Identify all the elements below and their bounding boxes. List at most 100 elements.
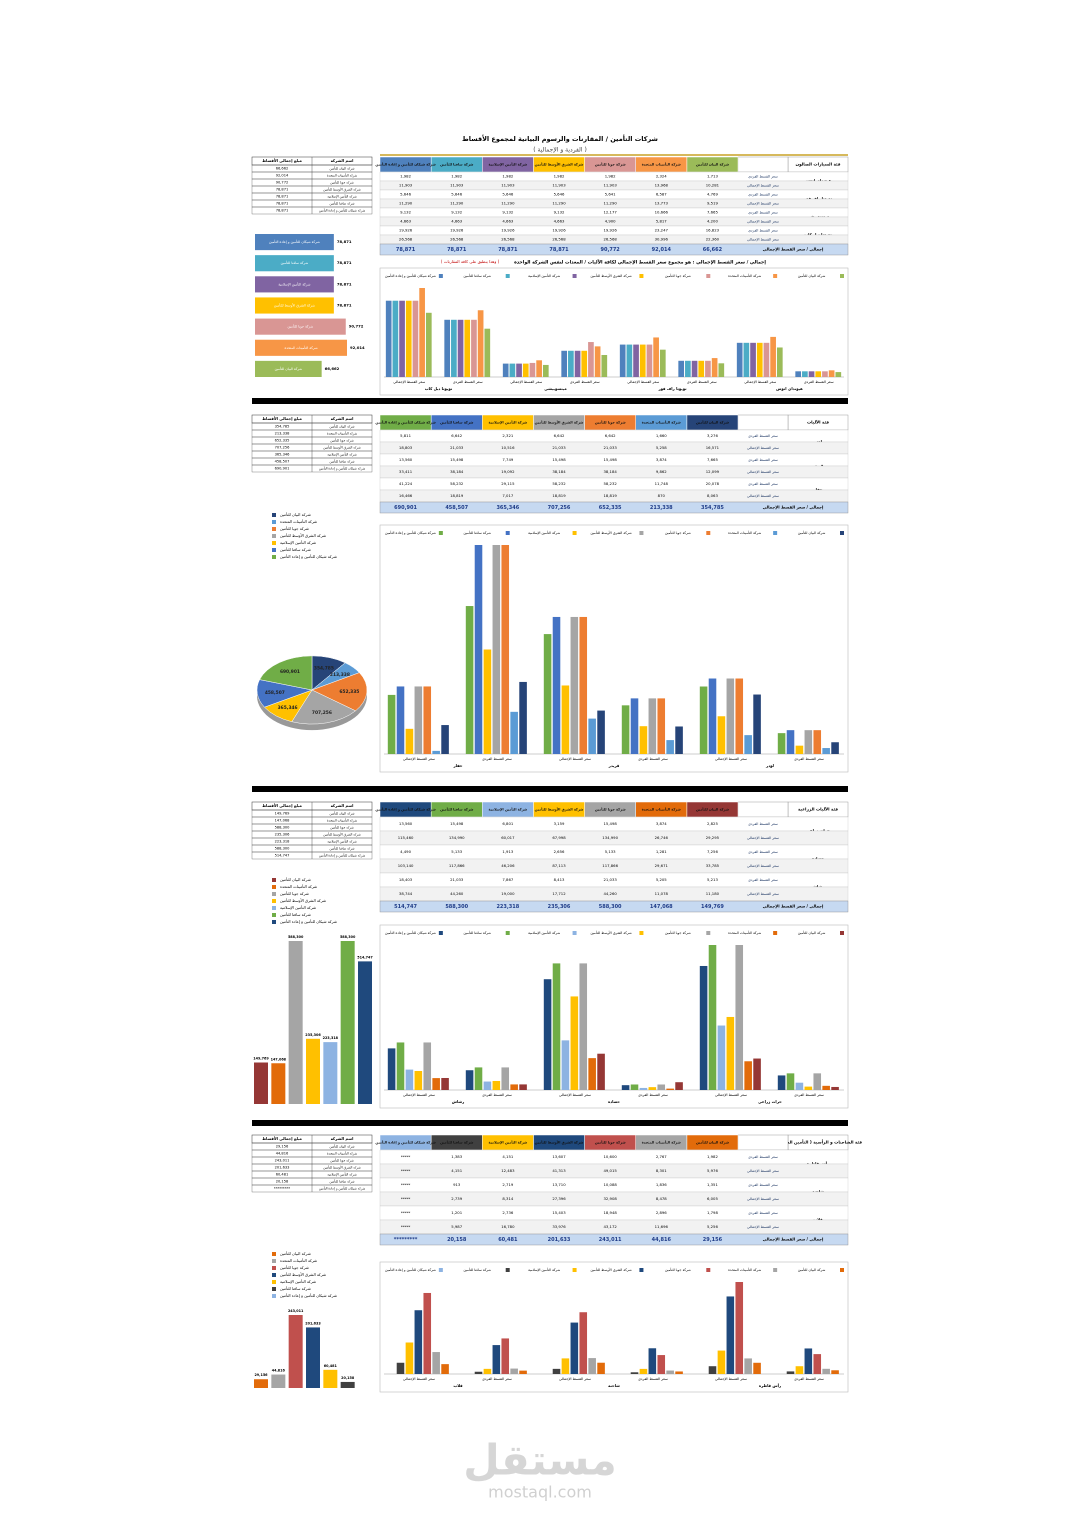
- bar: [509, 363, 516, 377]
- summary-bar: [271, 1063, 286, 1104]
- bar: [621, 705, 630, 754]
- bar: [808, 371, 815, 377]
- legend-swatch: [840, 531, 844, 535]
- legend-label: شركة التأمينات المتحدة: [728, 1267, 761, 1272]
- bar: [648, 1348, 657, 1374]
- summary-bar: [306, 1327, 320, 1388]
- bar: [516, 363, 522, 377]
- bar: [711, 358, 718, 377]
- summary-total: 78,871: [276, 209, 289, 213]
- cell-value: 1,982: [400, 174, 411, 179]
- legend-label: شركة سافنا للتأمين: [464, 530, 492, 535]
- cell-value: 49,015: [603, 1168, 617, 1173]
- bar: [588, 1058, 596, 1090]
- cell-value: 4,663: [502, 219, 513, 224]
- summary-bar-label: 78,871: [337, 303, 352, 308]
- totals-label: إجمالي / سعر القسط الإجمالي: [763, 904, 824, 910]
- bar: [822, 1368, 830, 1374]
- bar: [387, 1048, 396, 1090]
- cell-value: 18,819: [552, 493, 566, 498]
- cell-value: 4,663: [451, 219, 462, 224]
- section-divider: [252, 786, 848, 792]
- summary-total: 60,481: [276, 1173, 289, 1177]
- cell-value: 17,712: [552, 891, 566, 896]
- pie-label: 458,507: [265, 690, 285, 696]
- bar: [423, 686, 432, 754]
- bar: [744, 1358, 752, 1374]
- cell-value: 26,568: [501, 237, 515, 242]
- legend-label: شركة الشرق الأوسط للتأمين: [590, 273, 631, 278]
- legend-label: شركة جوبا للتأمين: [665, 930, 691, 935]
- table-header-cell: [737, 414, 789, 431]
- cell-value: 5,817: [656, 219, 667, 224]
- bar: [795, 1082, 804, 1090]
- cell-value: 4,200: [707, 219, 718, 224]
- cell-value: 11,078: [655, 891, 669, 896]
- cell-value: 13,560: [399, 821, 413, 826]
- cell-value: 19,926: [450, 228, 464, 233]
- cell-value: 10,516: [501, 445, 515, 450]
- company-header-label: شركة جوبا للتأمين: [595, 1140, 626, 1145]
- summary-bar-label: 29,156: [254, 1373, 268, 1377]
- legend-swatch: [272, 1266, 276, 1270]
- bar: [753, 1058, 761, 1090]
- total-value: 213,338: [650, 505, 673, 511]
- summary-bar: [255, 255, 334, 272]
- summary-total: 243,011: [275, 1159, 290, 1163]
- bar: [597, 710, 605, 754]
- cell-value: 10,088: [603, 1182, 617, 1187]
- bar: [552, 616, 561, 754]
- bar: [786, 730, 795, 754]
- total-value: 147,068: [650, 904, 673, 910]
- bar: [542, 364, 549, 377]
- bar: [835, 372, 842, 377]
- cell-value: *****: [401, 1182, 411, 1187]
- legend-swatch: [272, 1273, 276, 1277]
- category-group: رأس قاطرة: [759, 1383, 781, 1388]
- summary-bar-company: شركة التأمين الإسلامية: [278, 281, 310, 287]
- category-type: سعر القسط الإجمالي: [627, 380, 659, 385]
- legend-label: شركة التأمين الإسلامية: [280, 540, 316, 546]
- category-type: سعر القسط الإجمالي: [403, 1093, 435, 1098]
- summary-bar-label: 235,306: [305, 1033, 321, 1037]
- bar: [717, 1350, 726, 1374]
- row-type: سعر القسط الإجمالي: [747, 470, 779, 475]
- legend-label: شركة جوبا للتأمين: [665, 273, 691, 278]
- bar: [492, 545, 501, 754]
- bar: [474, 1067, 483, 1090]
- total-value: 92,014: [652, 247, 672, 253]
- legend-label: شركة التأمين الإسلامية: [528, 273, 560, 279]
- summary-bar: [340, 941, 355, 1104]
- row-type: سعر القسط الإجمالي: [747, 864, 779, 869]
- bar: [385, 300, 392, 377]
- cell-value: *****: [401, 1224, 411, 1229]
- bar: [708, 678, 717, 754]
- cell-value: 9,519: [707, 201, 718, 206]
- summary-bar-label: 20,158: [341, 1376, 355, 1380]
- cell-value: 18,819: [450, 493, 464, 498]
- bar: [813, 730, 822, 754]
- cell-value: 4,490: [400, 849, 411, 854]
- row-type: سعر القسط الفردي: [748, 458, 778, 462]
- legend-swatch: [272, 548, 276, 552]
- row-type: سعر القسط الإجمالي: [747, 836, 779, 841]
- bar: [492, 1080, 501, 1090]
- cell-value: 8,413: [554, 877, 565, 882]
- cell-value: 15,403: [552, 1210, 566, 1215]
- category-type: سعر القسط الفردي: [638, 1093, 668, 1097]
- legend-label: شركة البيان للتأمين: [798, 1267, 826, 1272]
- category-group: رشاش: [452, 1099, 465, 1104]
- legend-swatch: [572, 274, 577, 278]
- cell-value: 2,739: [451, 1196, 462, 1201]
- row-type: سعر القسط الإجمالي: [747, 1169, 779, 1174]
- legend-swatch: [272, 878, 276, 882]
- summary-company: شركة سافنا للتأمين: [329, 846, 354, 851]
- company-header-label: شركة شيكان للتأمين و إعادة التأمين: [375, 1140, 436, 1146]
- legend-label: شركة سافنا للتأمين: [464, 1267, 492, 1272]
- summary-total: 354,785: [275, 425, 290, 429]
- bar: [574, 350, 581, 377]
- cell-value: 33,411: [399, 469, 413, 474]
- cell-value: 1,281: [656, 849, 667, 854]
- category-type: سعر القسط الفردي: [638, 1377, 668, 1381]
- cell-value: 19,926: [552, 228, 566, 233]
